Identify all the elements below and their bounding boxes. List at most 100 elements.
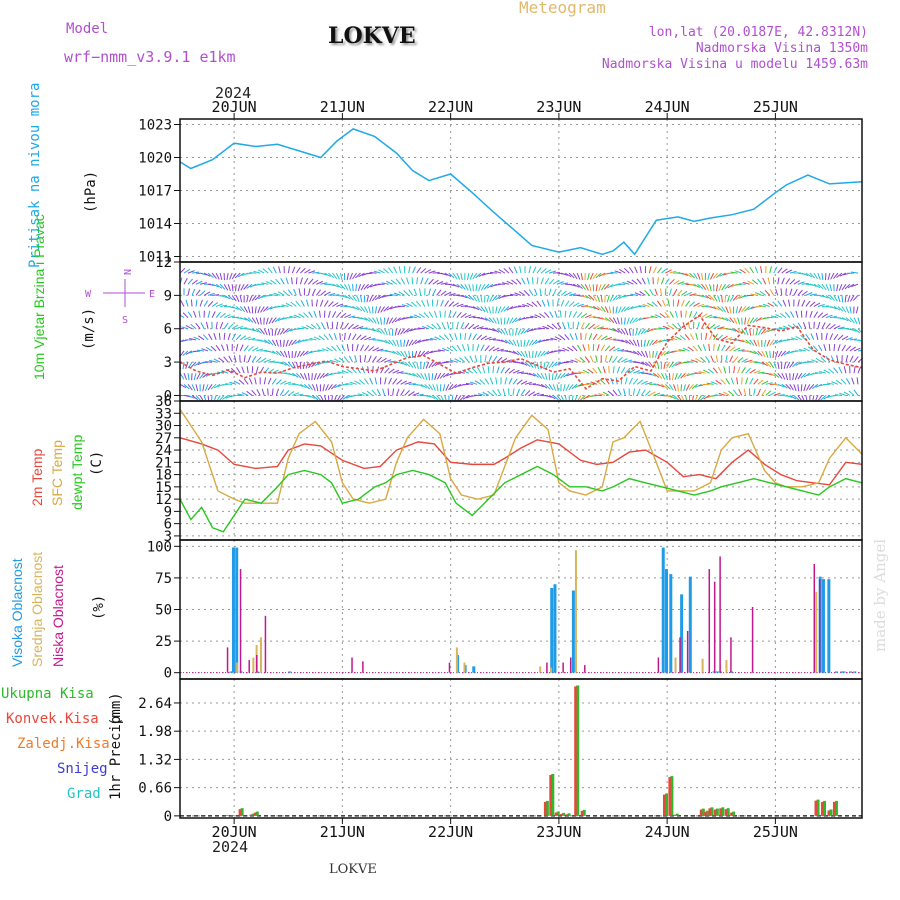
- wind-arrow: [613, 328, 620, 333]
- wind-arrow: [404, 350, 408, 358]
- wind-arrow: [750, 293, 758, 296]
- wind-arrow: [392, 339, 397, 347]
- wind-arrow: [221, 370, 229, 374]
- wind-arrow: [369, 295, 374, 302]
- precip-bar-conv: [565, 814, 569, 816]
- wind-arrow: [487, 366, 490, 374]
- wind-arrow: [444, 300, 450, 307]
- wind-arrow: [448, 292, 456, 296]
- wind-arrow: [737, 366, 741, 374]
- wind-arrow: [411, 277, 414, 285]
- wind-arrow: [658, 327, 666, 330]
- wind-arrow: [820, 356, 827, 363]
- wind-arrow: [623, 388, 626, 396]
- wind-arrow: [403, 339, 406, 347]
- wind-arrow: [829, 306, 837, 310]
- wind-arrow: [715, 272, 722, 278]
- wind-arrow: [674, 310, 678, 318]
- wind-arrow: [436, 299, 439, 307]
- wind-arrow: [817, 272, 821, 280]
- wind-arrow: [526, 339, 530, 347]
- wind-arrow: [548, 278, 555, 285]
- wind-arrow: [544, 278, 550, 285]
- cloud-bar-high: [688, 576, 692, 673]
- precip-bar-conv: [249, 814, 252, 816]
- wind-arrow: [787, 350, 795, 355]
- wind-arrow: [848, 390, 855, 396]
- wind-arrow: [749, 328, 752, 336]
- wind-arrow: [512, 378, 518, 385]
- wind-arrow: [767, 277, 771, 285]
- wind-arrow: [449, 333, 454, 341]
- wind-arrow: [710, 272, 715, 280]
- elevation-model-text: Nadmorska Visina u modelu 1459.63m: [601, 57, 868, 72]
- wind-arrow: [721, 283, 727, 291]
- wind-arrow: [845, 345, 852, 352]
- wind-arrow: [837, 334, 844, 341]
- wind-arrow: [308, 394, 315, 399]
- wind-arrow: [513, 305, 522, 308]
- wind-arrow: [496, 356, 503, 363]
- wind-arrow: [598, 393, 606, 396]
- day-label-top: 20JUN: [212, 98, 257, 116]
- wind-arrow: [572, 272, 578, 280]
- wind-arrow: [705, 322, 711, 330]
- wind-arrow: [405, 339, 410, 347]
- wind-arrow: [564, 300, 570, 307]
- wind-arrow: [512, 350, 520, 356]
- wind-arrow: [845, 378, 851, 385]
- wind-arrow: [414, 314, 421, 319]
- wind-arrow: [395, 278, 402, 285]
- wind-arrow: [685, 272, 692, 278]
- precip-bar-total: [715, 808, 719, 816]
- wind-arrow: [452, 272, 458, 280]
- day-label-bottom: 23JUN: [536, 823, 581, 841]
- wind-arrow: [556, 384, 559, 392]
- wind-arrow: [409, 315, 417, 319]
- wind-arrow: [348, 333, 352, 341]
- wind-arrow: [801, 272, 809, 277]
- wind-arrow: [691, 395, 694, 401]
- wind-arrow: [374, 294, 381, 301]
- wind-arrow: [279, 328, 285, 335]
- wind-arrow: [609, 295, 614, 302]
- wind-arrow: [813, 302, 821, 307]
- wind-arrow: [408, 391, 415, 396]
- wind-arrow: [810, 333, 815, 341]
- wind-arrow: [329, 359, 337, 363]
- wind-arrow: [431, 373, 434, 381]
- wind-arrow: [391, 317, 398, 324]
- wind-arrow: [448, 301, 455, 307]
- wind-arrow: [646, 339, 650, 347]
- wind-arrow: [800, 372, 807, 379]
- wind-arrow: [662, 299, 666, 307]
- wind-arrow: [248, 377, 253, 385]
- wind-arrow: [852, 295, 859, 301]
- wind-arrow: [723, 391, 730, 396]
- wind-arrow: [551, 373, 554, 381]
- wind-arrow: [727, 283, 734, 289]
- wind-arrow: [403, 328, 410, 334]
- wind-arrow: [589, 355, 594, 363]
- wind-arrow: [254, 294, 261, 301]
- wind-arrow: [201, 348, 209, 352]
- wind-arrow: [725, 345, 731, 352]
- wind-arrow: [769, 372, 777, 377]
- wind-arrow: [444, 291, 452, 296]
- wind-arrow: [837, 306, 844, 312]
- wind-arrow: [561, 322, 566, 329]
- wind-arrow: [355, 284, 358, 292]
- wind-arrow: [295, 267, 301, 274]
- wind-arrow: [710, 381, 718, 385]
- wind-arrow: [560, 299, 565, 307]
- wind-arrow: [692, 345, 698, 352]
- wind-arrow: [492, 389, 498, 396]
- wind-arrow: [546, 299, 550, 307]
- wind-arrow: [254, 306, 257, 314]
- wind-arrow: [264, 359, 271, 363]
- wind-arrow: [649, 372, 656, 377]
- wind-arrow: [223, 294, 231, 300]
- wind-arrow: [833, 306, 841, 311]
- wind-arrow: [543, 350, 550, 356]
